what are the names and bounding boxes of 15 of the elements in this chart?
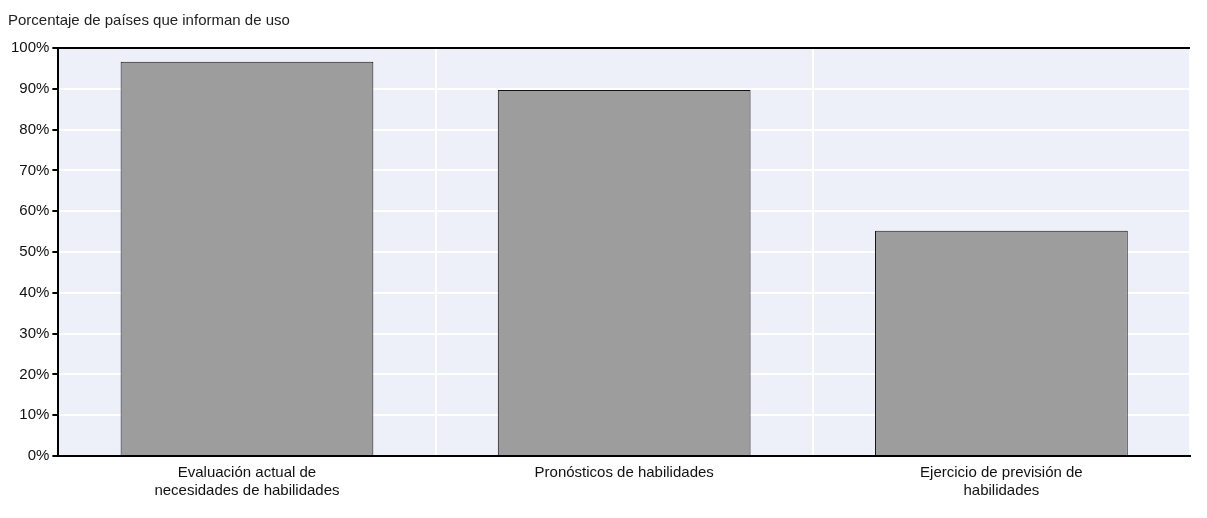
y-tick-label: 30% [19, 323, 50, 341]
y-tick-label: 10% [19, 405, 50, 423]
x-tick-label: Evaluación actual de necesidades de habilidades [154, 463, 340, 499]
chart-title: Porcentaje de países que informan de uso [8, 11, 290, 29]
x-tick-label: Ejercicio de previsión de habilidades [920, 463, 1083, 499]
y-tick-label: 20% [19, 364, 50, 382]
y-tick-label: 60% [19, 201, 50, 219]
x-tick-label: Pronósticos de habilidades [534, 463, 714, 481]
y-tick-label: 70% [19, 160, 50, 178]
y-tick-label: 80% [19, 119, 50, 137]
y-tick-label: 0% [27, 446, 50, 464]
y-tick-label: 100% [10, 38, 50, 56]
y-tick-label: 50% [19, 242, 50, 260]
y-tick-label: 40% [19, 282, 50, 300]
y-tick-label: 90% [19, 78, 50, 96]
